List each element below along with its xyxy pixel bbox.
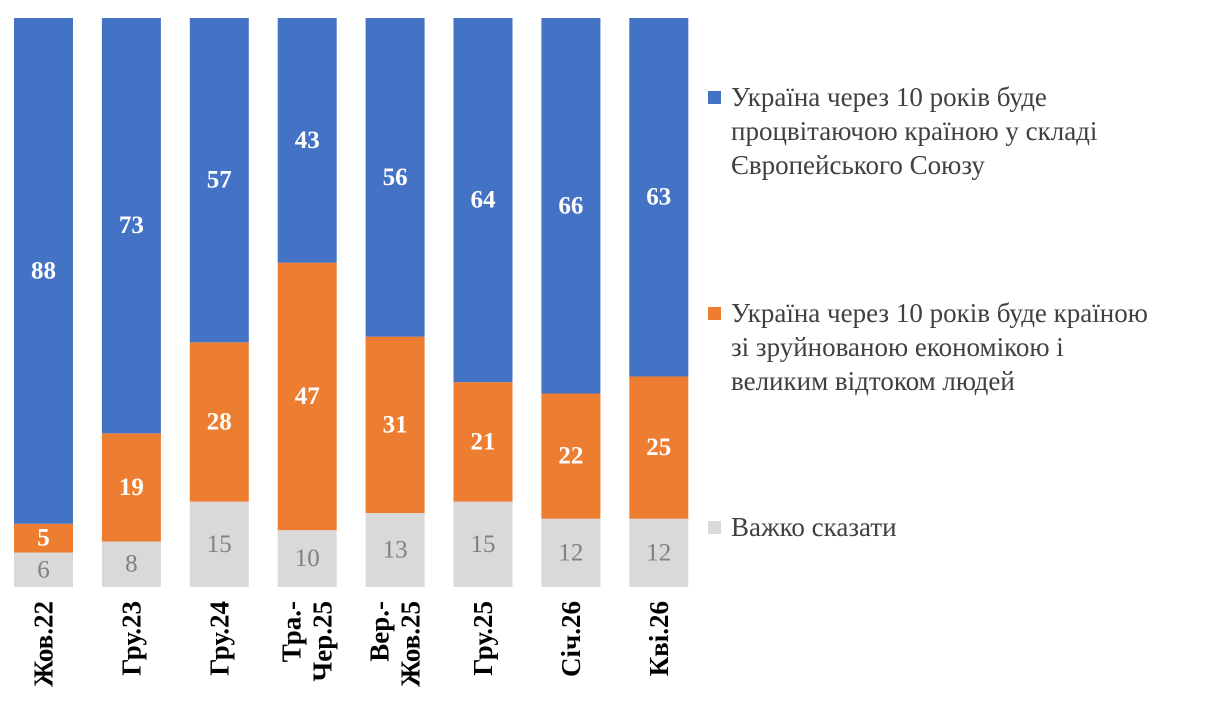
data-label: 63: [646, 184, 671, 211]
data-label: 15: [207, 531, 232, 558]
data-label: 12: [558, 539, 583, 566]
bar-segment: [189, 18, 249, 343]
data-label: 8: [125, 551, 138, 578]
data-label: 43: [295, 127, 320, 154]
bar-segment: [541, 518, 601, 587]
bar-segment: [14, 523, 73, 553]
data-label: 19: [119, 474, 144, 501]
legend-label: Важко сказати: [731, 512, 897, 542]
data-label: 15: [471, 531, 496, 558]
bar-segment: [629, 518, 689, 587]
data-label: 12: [646, 539, 671, 566]
bar-segment: [453, 382, 513, 502]
category-label: Тра.-Чер.25: [277, 601, 338, 682]
bar-segment: [277, 530, 337, 587]
legend-swatch: [708, 307, 721, 320]
data-label: 6: [37, 556, 50, 583]
data-label: 5: [37, 525, 50, 552]
bar-segment: [14, 18, 73, 524]
bar-segment: [629, 18, 689, 377]
bar-segment: [629, 376, 689, 519]
category-label: Гру.24: [204, 601, 234, 676]
bar-segment: [101, 541, 161, 587]
bar-segment: [101, 433, 161, 542]
legend-label: Україна через 10 років буде країною зі з…: [731, 298, 1148, 396]
bar-segment: [453, 18, 513, 383]
data-label: 66: [558, 192, 583, 219]
bar-segment: [277, 18, 337, 263]
category-label: Гру.25: [468, 601, 498, 676]
bar-segment: [277, 262, 337, 531]
legend-swatch: [708, 91, 721, 104]
bar-segment: [365, 18, 425, 337]
data-label: 88: [31, 257, 56, 284]
category-label: Гру.23: [116, 601, 146, 676]
bar-segment: [14, 552, 73, 587]
bar-segment: [365, 336, 425, 514]
data-label: 57: [207, 167, 232, 194]
data-label: 21: [471, 428, 496, 455]
data-label: 56: [383, 164, 408, 191]
category-label: Вер.-Жов.25: [365, 601, 426, 687]
legend-label: Україна через 10 років буде процвітаючою…: [731, 82, 1098, 180]
data-label: 25: [646, 434, 671, 461]
data-label: 31: [383, 411, 408, 438]
category-label: Кві.26: [644, 601, 674, 676]
bar-segment: [189, 342, 249, 502]
bar-segment: [541, 393, 601, 519]
bar-segment: [101, 18, 161, 434]
bar-segment: [541, 18, 601, 394]
data-label: 10: [295, 545, 320, 572]
legend-swatch: [708, 521, 721, 534]
bar-segment: [189, 501, 249, 587]
data-label: 13: [383, 537, 408, 564]
data-label: 22: [558, 443, 583, 470]
bar-segment: [365, 513, 425, 587]
category-label: Жов.22: [29, 601, 59, 687]
category-label: Січ.26: [556, 601, 586, 677]
data-label: 64: [471, 187, 497, 214]
data-label: 73: [119, 212, 144, 239]
data-label: 28: [207, 408, 232, 435]
data-label: 47: [295, 383, 320, 410]
bar-segment: [453, 501, 513, 587]
